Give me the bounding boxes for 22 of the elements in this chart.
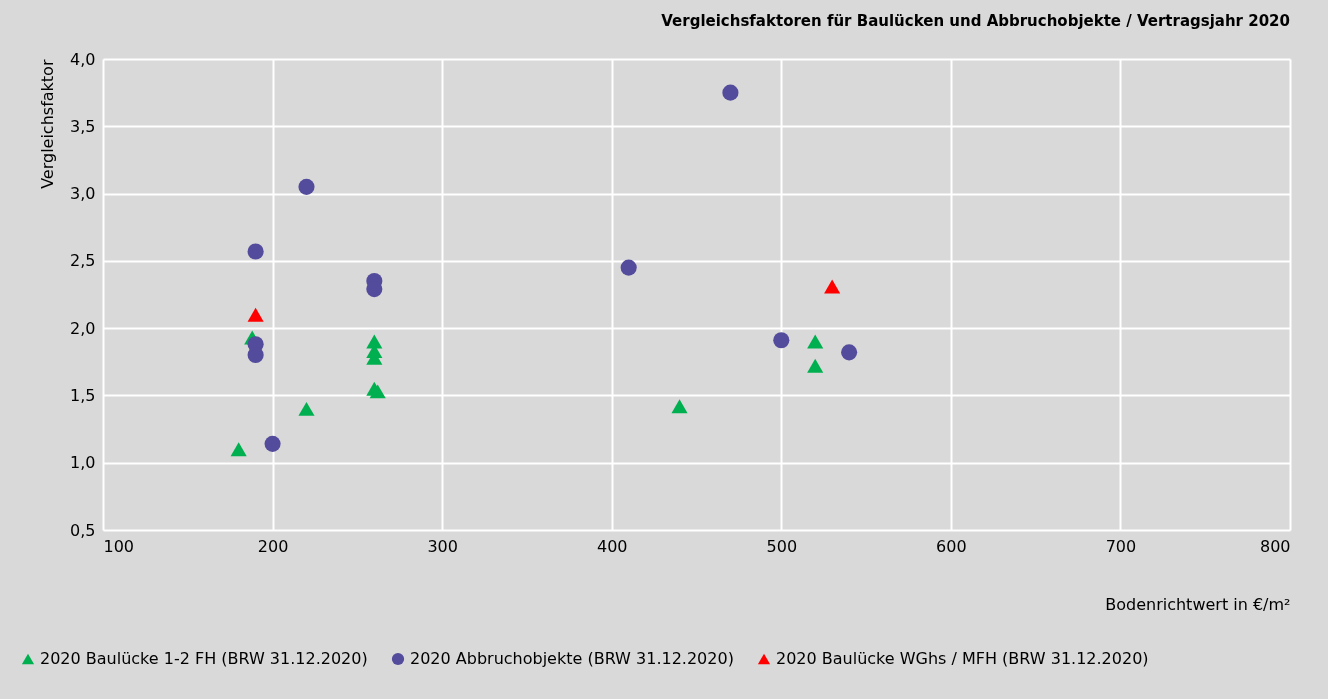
y-tick-label: 1,5 <box>70 385 96 405</box>
x-tick-label: 500 <box>766 536 798 556</box>
y-axis-title: Vergleichsfaktor <box>38 59 58 189</box>
y-tick-label: 1,0 <box>70 453 96 473</box>
x-tick-label: 200 <box>257 536 289 556</box>
x-tick-label: 800 <box>1259 536 1291 556</box>
y-tick-label: 3,0 <box>70 184 96 204</box>
x-tick-label: 100 <box>103 536 135 556</box>
x-tick-label: 600 <box>936 536 967 556</box>
x-tick-label: 700 <box>1105 536 1137 556</box>
x-axis-title: Bodenrichtwert in €/m² <box>1105 594 1291 614</box>
legend-label: 2020 Abbruchobjekte (BRW 31.12.2020) <box>410 649 734 668</box>
y-tick-label: 2,5 <box>70 251 96 271</box>
y-tick-label: 0,5 <box>70 520 96 540</box>
chart-title: Vergleichsfaktoren für Baulücken und Abbruchobjekte / Vertragsjahr 2020 <box>661 12 1290 30</box>
x-tick-label: 300 <box>427 536 458 556</box>
y-tick-label: 2,0 <box>70 318 96 338</box>
legend-label: 2020 Baulücke WGhs / MFH (BRW 31.12.2020) <box>776 649 1149 668</box>
y-tick-label: 4,0 <box>70 49 96 69</box>
legend-label: 2020 Baulücke 1-2 FH (BRW 31.12.2020) <box>40 649 368 668</box>
x-tick-label: 400 <box>596 536 628 556</box>
y-tick-label: 3,5 <box>70 116 96 136</box>
